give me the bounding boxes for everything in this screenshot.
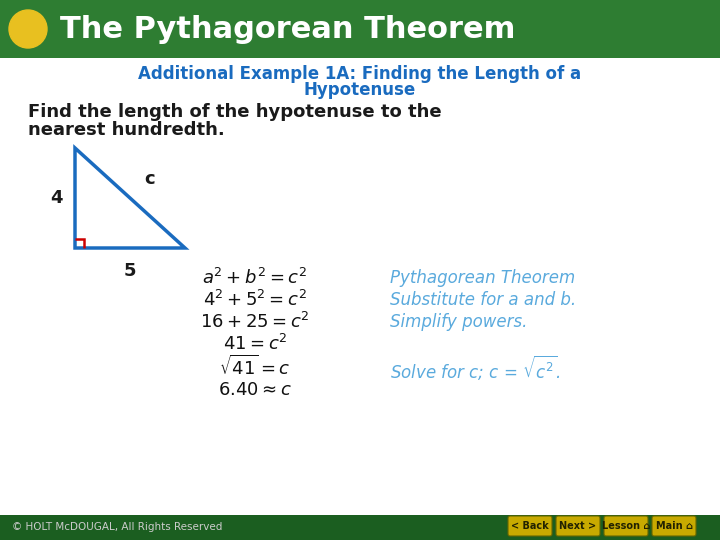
Text: $a^2 + b^2 = c^2$: $a^2 + b^2 = c^2$ — [202, 268, 307, 288]
Text: Hypotenuse: Hypotenuse — [304, 81, 416, 99]
Text: Next >: Next > — [559, 521, 597, 531]
Text: 4: 4 — [50, 189, 63, 207]
Text: Simplify powers.: Simplify powers. — [390, 313, 527, 331]
FancyBboxPatch shape — [652, 516, 696, 536]
Text: Find the length of the hypotenuse to the: Find the length of the hypotenuse to the — [28, 103, 441, 121]
Text: nearest hundredth.: nearest hundredth. — [28, 121, 225, 139]
Text: The Pythagorean Theorem: The Pythagorean Theorem — [60, 15, 516, 44]
Text: Lesson ⌂: Lesson ⌂ — [602, 521, 650, 531]
Text: Main ⌂: Main ⌂ — [655, 521, 693, 531]
FancyBboxPatch shape — [0, 0, 720, 58]
Text: Substitute for a and b.: Substitute for a and b. — [390, 291, 576, 309]
Text: Pythagorean Theorem: Pythagorean Theorem — [390, 269, 575, 287]
Text: $\sqrt{41} = c$: $\sqrt{41} = c$ — [219, 355, 291, 379]
Text: $6.40 \approx c$: $6.40 \approx c$ — [218, 381, 292, 399]
FancyBboxPatch shape — [0, 515, 720, 540]
Text: Additional Example 1A: Finding the Length of a: Additional Example 1A: Finding the Lengt… — [138, 65, 582, 83]
Text: 5: 5 — [124, 262, 136, 280]
FancyBboxPatch shape — [556, 516, 600, 536]
Text: Solve for c; c = $\sqrt{c^2}$.: Solve for c; c = $\sqrt{c^2}$. — [390, 353, 561, 381]
Text: < Back: < Back — [511, 521, 549, 531]
Text: $4^2 + 5^2 = c^2$: $4^2 + 5^2 = c^2$ — [203, 290, 307, 310]
Text: $16 + 25 = c^2$: $16 + 25 = c^2$ — [200, 312, 310, 332]
FancyBboxPatch shape — [508, 516, 552, 536]
Circle shape — [9, 10, 47, 48]
Text: © HOLT McDOUGAL, All Rights Reserved: © HOLT McDOUGAL, All Rights Reserved — [12, 522, 222, 532]
FancyBboxPatch shape — [604, 516, 648, 536]
Text: $41 = c^2$: $41 = c^2$ — [222, 334, 287, 354]
Text: c: c — [144, 170, 155, 188]
